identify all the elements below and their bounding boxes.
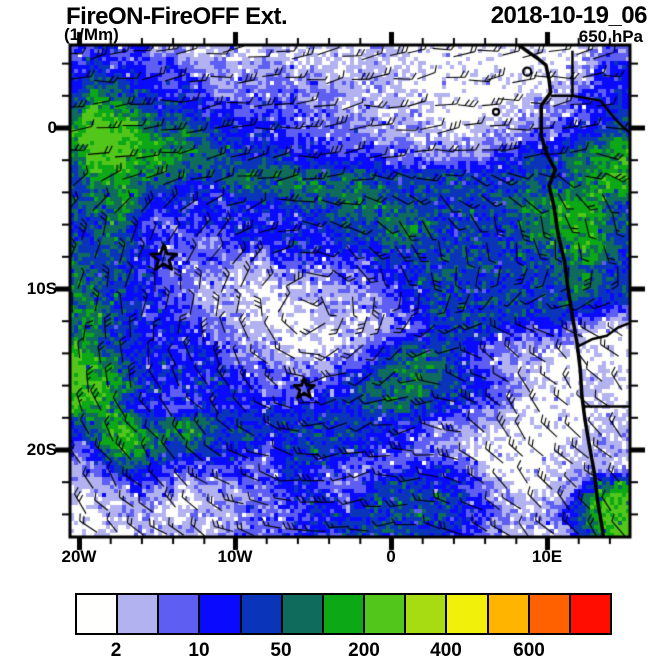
colorbar-cell <box>200 595 242 633</box>
plot-title: FireON-FireOFF Ext. <box>66 3 288 30</box>
colorbar-cell <box>529 595 571 633</box>
x-tick-label-10w: 10W <box>217 547 253 566</box>
x-tick-label-0: 0 <box>386 547 396 566</box>
colorbar-tick-label: 2 <box>110 640 122 661</box>
colorbar-cell <box>365 595 407 633</box>
colorbar-cell <box>282 595 324 633</box>
colorbar-cell <box>241 595 283 633</box>
y-tick-label-10s: 10S <box>26 279 57 298</box>
colorbar-cell <box>570 595 611 633</box>
colorbar-cell <box>77 595 119 633</box>
y-tick-label-0: 0 <box>47 118 57 137</box>
colorbar-cell <box>118 595 160 633</box>
colorbar-tick-label: 200 <box>348 640 380 661</box>
colorbar-cell <box>323 595 366 633</box>
colorbar-tick-label: 50 <box>270 640 292 661</box>
y-tick-label-20s: 20S <box>26 440 57 459</box>
colorbar-tick-label: 10 <box>188 640 210 661</box>
colorbar-cell <box>447 595 489 633</box>
units-label: (1/Mm) <box>64 25 119 44</box>
color-scale <box>75 593 612 635</box>
x-tick-label-20w: 20W <box>61 547 97 566</box>
colorbar-cell <box>159 595 201 633</box>
colorbar-cell <box>488 595 530 633</box>
colorbar-tick-label: 600 <box>513 640 545 661</box>
x-tick-label-10e: 10E <box>531 547 563 566</box>
datetime-label: 2018-10-19_06 <box>490 2 648 29</box>
colorbar-cell <box>406 595 448 633</box>
pressure-level-label: 650 hPa <box>578 27 643 46</box>
colorbar-tick-label: 400 <box>430 640 462 661</box>
